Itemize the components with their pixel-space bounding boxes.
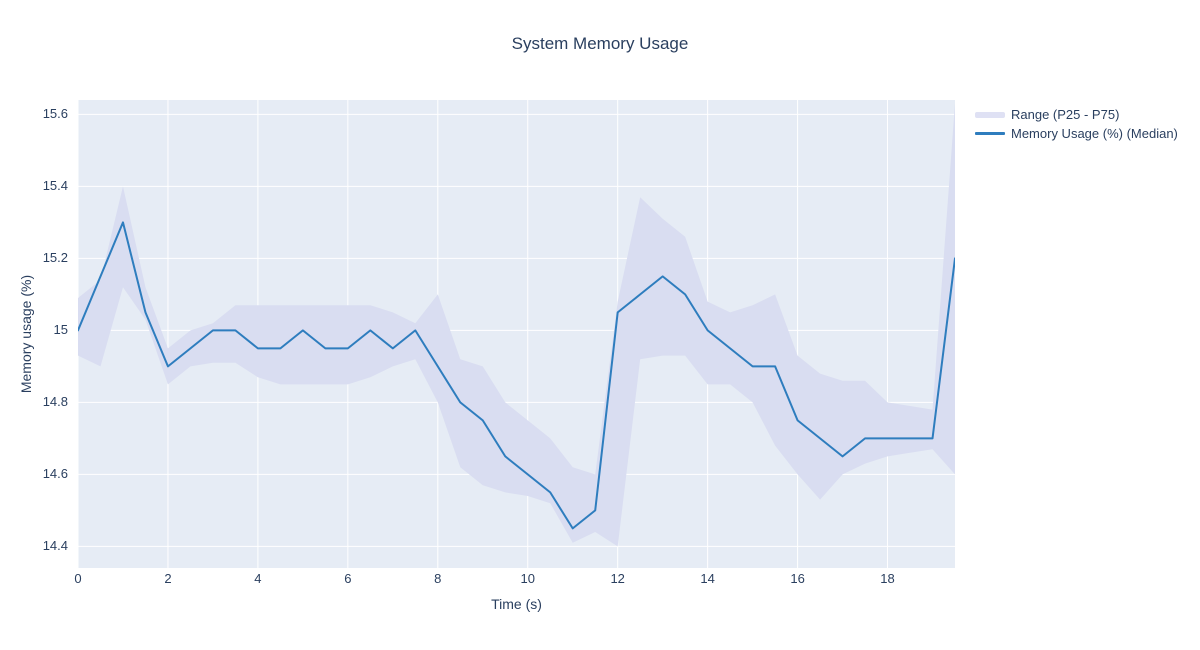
legend: Range (P25 - P75) Memory Usage (%) (Medi…	[975, 105, 1178, 143]
y-tick-label: 15.2	[42, 250, 68, 266]
y-tick-label: 14.8	[42, 394, 68, 410]
x-tick-label: 10	[520, 571, 535, 586]
y-tick-label: 14.6	[42, 466, 68, 482]
y-tick-label: 15.4	[42, 178, 68, 194]
legend-item-range[interactable]: Range (P25 - P75)	[975, 105, 1178, 124]
x-tick-label: 12	[610, 571, 625, 586]
x-tick-label: 6	[344, 571, 352, 586]
y-tick-label: 15.6	[42, 106, 68, 122]
x-axis-title: Time (s)	[491, 596, 542, 612]
range-band-area	[78, 103, 955, 547]
plot-canvas	[78, 100, 955, 568]
x-tick-label: 0	[74, 571, 82, 586]
plot-area[interactable]	[78, 100, 955, 568]
x-tick-label: 16	[790, 571, 805, 586]
x-tick-label: 2	[164, 571, 172, 586]
chart-title: System Memory Usage	[511, 34, 689, 53]
y-tick-label: 14.4	[42, 538, 68, 554]
median-line	[78, 221, 955, 530]
x-tick-label: 14	[700, 571, 715, 586]
median-line-swatch	[975, 132, 1005, 135]
x-tick-label: 8	[434, 571, 442, 586]
range-band-swatch	[975, 111, 1005, 118]
x-tick-label: 18	[880, 571, 895, 586]
y-tick-label: 15	[53, 322, 68, 338]
x-tick-label: 4	[254, 571, 262, 586]
legend-label-range: Range (P25 - P75)	[1011, 107, 1120, 122]
legend-item-median[interactable]: Memory Usage (%) (Median)	[975, 124, 1178, 143]
legend-label-median: Memory Usage (%) (Median)	[1011, 126, 1178, 141]
y-axis-title: Memory usage (%)	[18, 274, 34, 394]
